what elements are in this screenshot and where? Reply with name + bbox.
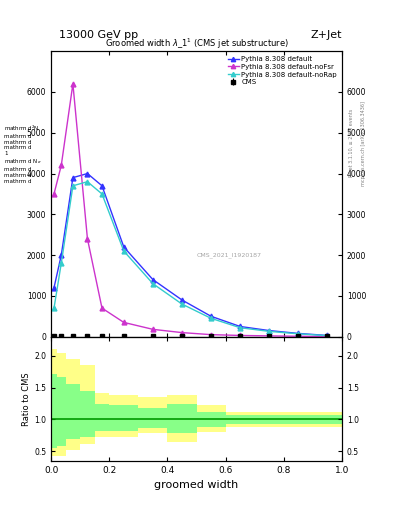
Text: mathrm d$^2$N
mathrm d
mathrm d
mathrm d
1
mathrm d N$_\sigma$
mathrm d
mathrm d: mathrm d$^2$N mathrm d mathrm d mathrm d…: [4, 123, 42, 184]
Pythia 8.308 default-noRap: [209, 315, 213, 322]
Title: Groomed width $\lambda$_1$^1$ (CMS jet substructure): Groomed width $\lambda$_1$^1$ (CMS jet s…: [105, 37, 288, 51]
Pythia 8.308 default: [71, 175, 75, 181]
Pythia 8.308 default-noFsr: [267, 333, 272, 339]
Y-axis label: Ratio to CMS: Ratio to CMS: [22, 372, 31, 425]
Pythia 8.308 default-noRap: [180, 301, 184, 307]
Pythia 8.308 default-noFsr: [238, 332, 242, 338]
Pythia 8.308 default: [296, 330, 301, 336]
Pythia 8.308 default-noRap: [121, 248, 126, 254]
Pythia 8.308 default: [85, 170, 90, 177]
Pythia 8.308 default-noFsr: [325, 333, 330, 339]
Pythia 8.308 default-noRap: [51, 305, 56, 311]
Pythia 8.308 default: [180, 297, 184, 303]
Pythia 8.308 default: [51, 285, 56, 291]
Pythia 8.308 default-noFsr: [209, 332, 213, 338]
Pythia 8.308 default: [121, 244, 126, 250]
Pythia 8.308 default: [267, 328, 272, 334]
Pythia 8.308 default-noFsr: [85, 236, 90, 242]
Pythia 8.308 default: [238, 324, 242, 330]
Pythia 8.308 default-noFsr: [51, 191, 56, 197]
Text: Rivet 3.1.10, ≥ 2.8M events: Rivet 3.1.10, ≥ 2.8M events: [349, 109, 354, 178]
Text: mcplots.cern.ch [arXiv:1306.3436]: mcplots.cern.ch [arXiv:1306.3436]: [361, 101, 366, 186]
Line: Pythia 8.308 default: Pythia 8.308 default: [51, 171, 330, 338]
Pythia 8.308 default-noRap: [267, 328, 272, 334]
Pythia 8.308 default-noRap: [325, 333, 330, 339]
Pythia 8.308 default-noRap: [85, 179, 90, 185]
Pythia 8.308 default-noFsr: [296, 333, 301, 339]
Pythia 8.308 default-noRap: [151, 281, 155, 287]
Pythia 8.308 default-noFsr: [151, 326, 155, 332]
Pythia 8.308 default: [209, 313, 213, 319]
X-axis label: groomed width: groomed width: [154, 480, 239, 490]
Pythia 8.308 default-noFsr: [71, 81, 75, 87]
Pythia 8.308 default-noRap: [59, 260, 64, 266]
Pythia 8.308 default: [325, 332, 330, 338]
Pythia 8.308 default: [100, 183, 105, 189]
Pythia 8.308 default: [59, 252, 64, 258]
Pythia 8.308 default: [151, 276, 155, 283]
Line: Pythia 8.308 default-noRap: Pythia 8.308 default-noRap: [51, 179, 330, 338]
Pythia 8.308 default-noFsr: [100, 305, 105, 311]
Pythia 8.308 default-noFsr: [121, 319, 126, 326]
Pythia 8.308 default-noRap: [296, 331, 301, 337]
Text: Z+Jet: Z+Jet: [310, 30, 342, 40]
Pythia 8.308 default-noFsr: [180, 330, 184, 336]
Pythia 8.308 default-noRap: [100, 191, 105, 197]
Line: Pythia 8.308 default-noFsr: Pythia 8.308 default-noFsr: [51, 81, 330, 339]
Pythia 8.308 default-noRap: [71, 183, 75, 189]
Text: CMS_2021_I1920187: CMS_2021_I1920187: [196, 253, 261, 259]
Pythia 8.308 default-noFsr: [59, 162, 64, 168]
Legend: Pythia 8.308 default, Pythia 8.308 default-noFsr, Pythia 8.308 default-noRap, CM: Pythia 8.308 default, Pythia 8.308 defau…: [227, 55, 338, 87]
Text: 13000 GeV pp: 13000 GeV pp: [59, 30, 138, 40]
Pythia 8.308 default-noRap: [238, 325, 242, 331]
